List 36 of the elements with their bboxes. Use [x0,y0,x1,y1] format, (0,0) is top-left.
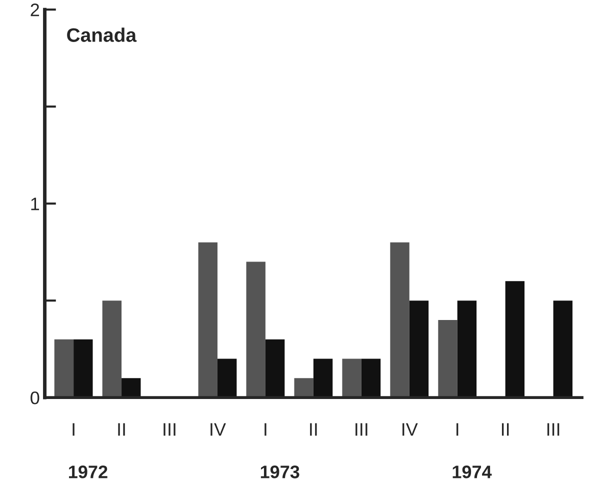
bar [313,358,333,398]
text: Canada [67,28,137,42]
bar [265,339,285,398]
bar [217,358,237,398]
x-tick-label: II [502,423,509,436]
bar [361,358,381,398]
text: 1972 [69,466,108,478]
x-tick-label: I [264,423,266,436]
x-tick-label: I [456,423,458,436]
x-tick-label: I [72,423,74,436]
text: 1974 [452,466,492,478]
y-tick-label: 1 [31,198,40,210]
x-tick-label: IV [210,423,226,436]
x-tick-label: III [164,423,176,436]
x-tick-label: IV [402,423,418,436]
x-tick-label: III [547,423,560,436]
x-tick-label: II [310,423,317,436]
bar [102,300,122,398]
bar [294,378,314,398]
y-tick-label: 2 [30,4,40,16]
bar [457,300,477,398]
bar [505,281,525,398]
y-tick-label: 0 [30,392,40,404]
bar [54,339,74,398]
bar [553,300,572,398]
x-tick-label: III [356,423,368,436]
bar [246,262,266,398]
text: 1973 [260,466,300,478]
bar [390,242,410,398]
bar [198,242,218,398]
bar [74,339,93,398]
bar [438,320,458,398]
bar [409,300,429,398]
bar [122,378,141,398]
bar [342,358,362,398]
x-tick-label: II [118,423,125,436]
